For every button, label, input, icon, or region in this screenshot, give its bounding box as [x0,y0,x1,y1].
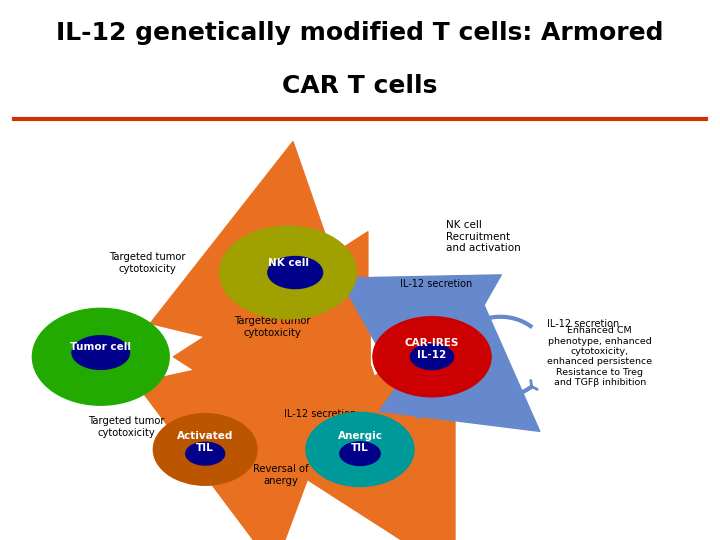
Text: CAR-IRES
IL-12: CAR-IRES IL-12 [405,338,459,360]
Text: Tumor cell: Tumor cell [71,342,131,352]
Text: Activated
TIL: Activated TIL [177,431,233,453]
Ellipse shape [220,226,356,319]
Text: Targeted tumor
cytotoxicity: Targeted tumor cytotoxicity [88,416,164,438]
Ellipse shape [306,413,414,487]
Ellipse shape [32,308,169,405]
Text: CAR T cells: CAR T cells [282,73,438,98]
Ellipse shape [373,317,491,397]
Text: IL-12 secretion: IL-12 secretion [547,319,619,329]
Text: IL-12 genetically modified T cells: Armored: IL-12 genetically modified T cells: Armo… [56,21,664,45]
Text: Reversal of
anergy: Reversal of anergy [253,464,309,485]
Circle shape [186,442,225,465]
Text: NK cell: NK cell [268,258,308,268]
Ellipse shape [153,414,257,485]
Text: Enhanced CM
phenotype, enhanced
cytotoxicity,
enhanced persistence
Resistance to: Enhanced CM phenotype, enhanced cytotoxi… [547,326,652,387]
Text: IL-12 secretion: IL-12 secretion [284,409,356,420]
Circle shape [340,442,380,465]
Text: Anergic
TIL: Anergic TIL [338,431,382,453]
Text: NK cell
Recruitment
and activation: NK cell Recruitment and activation [446,220,521,253]
Circle shape [72,336,130,369]
Circle shape [268,256,323,288]
Text: IL-12 secretion: IL-12 secretion [400,279,472,289]
Text: Targeted tumor
cytotoxicity: Targeted tumor cytotoxicity [109,252,186,274]
Text: Targeted tumor
cytotoxicity: Targeted tumor cytotoxicity [234,316,310,338]
Circle shape [410,344,454,369]
